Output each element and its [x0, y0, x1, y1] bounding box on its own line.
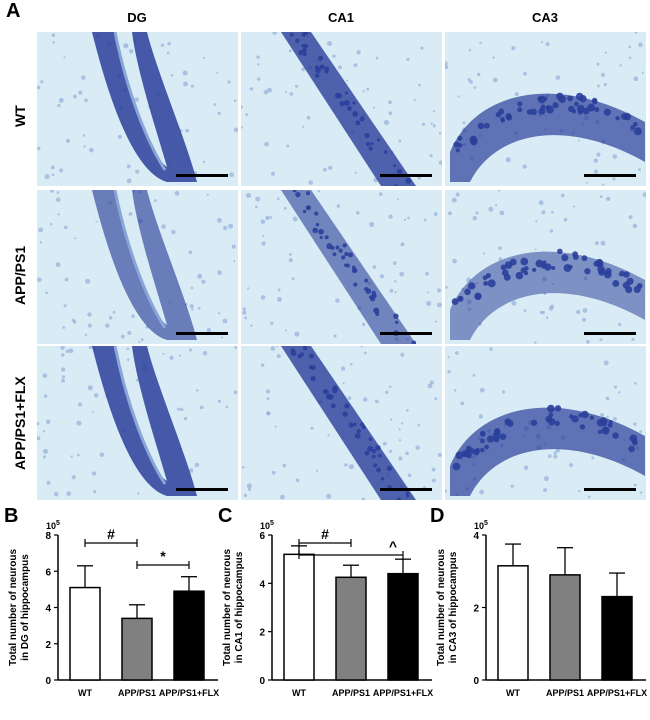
micrograph-dg-app-ps1-flx: [37, 346, 238, 500]
micrograph-image: [445, 190, 646, 344]
y-tick-label: 4: [259, 579, 265, 590]
significance-symbol: ^: [389, 538, 397, 554]
row-header-wt: WT: [12, 105, 28, 127]
scale-bar: [380, 488, 432, 491]
y-axis-label: Total number of neurousin CA1 of hippoca…: [222, 549, 245, 666]
significance-symbol: #: [107, 526, 115, 542]
x-tick-label: APP/PS1: [546, 688, 584, 698]
scale-bar: [380, 174, 432, 177]
bar-1: [549, 574, 581, 681]
scale-bar: [584, 488, 636, 491]
micrograph-image: [37, 32, 238, 186]
scale-bar: [176, 174, 228, 177]
micrograph-image: [445, 346, 646, 500]
y-axis-label: Total number of neurousin DG of hippocam…: [8, 549, 31, 666]
chart-ca3: Total number of neurousin CA3 of hippoca…: [428, 505, 647, 720]
chart-ca3-svg: Total number of neurousin CA3 of hippoca…: [436, 520, 647, 698]
panel-b-label: B: [4, 505, 19, 527]
x-tick-label: APP/PS1+FLX: [373, 688, 433, 698]
chart-ca1: Total number of neurousin CA1 of hippoca…: [214, 505, 433, 720]
scale-bar: [176, 332, 228, 335]
row-header-app-ps1: APP/PS1: [12, 245, 28, 305]
micrograph-ca3-app-ps1: [445, 190, 646, 344]
bar-0: [283, 553, 315, 681]
scale-bar: [584, 174, 636, 177]
column-header-dg: DG: [127, 10, 147, 25]
y-tick-label: 4: [473, 531, 479, 542]
y-axis-exponent: 105: [474, 520, 488, 531]
row-header-app-ps1-flx: APP/PS1+FLX: [12, 376, 28, 470]
scale-bar: [584, 332, 636, 335]
micrograph-ca3-app-ps1-flx: [445, 346, 646, 500]
micrograph-image: [445, 32, 646, 186]
x-tick-label: WT: [78, 688, 92, 698]
y-tick-label: 6: [259, 531, 265, 542]
panel-d-label: D: [430, 505, 445, 527]
bar-1: [121, 617, 153, 681]
scale-bar: [380, 332, 432, 335]
bar-2: [601, 595, 633, 681]
micrograph-image: [37, 346, 238, 500]
micrograph-ca1-app-ps1-flx: [241, 346, 442, 500]
bar-1: [335, 576, 367, 681]
x-tick-label: APP/PS1+FLX: [587, 688, 647, 698]
column-header-ca1: CA1: [327, 10, 354, 25]
y-tick-label: 0: [45, 676, 51, 687]
bar-2: [173, 590, 205, 681]
bar-0: [497, 565, 529, 681]
micrograph-ca3-wt: [445, 32, 646, 186]
micrograph-image: [241, 346, 442, 500]
x-tick-label: WT: [292, 688, 306, 698]
bar-0: [69, 586, 101, 681]
column-header-ca3: CA3: [531, 10, 558, 25]
y-axis-label: Total number of neurousin CA3 of hippoca…: [436, 549, 459, 666]
chart-dg: Total number of neurousin DG of hippocam…: [0, 505, 219, 720]
chart-ca1-svg: Total number of neurousin CA1 of hippoca…: [222, 520, 433, 698]
micrograph-dg-app-ps1: [37, 190, 238, 344]
micrograph-ca1-app-ps1: [241, 190, 442, 344]
chart-dg-svg: Total number of neurousin DG of hippocam…: [8, 520, 219, 698]
y-tick-label: 2: [473, 604, 479, 615]
x-tick-label: WT: [506, 688, 520, 698]
panel-a-label: A: [6, 0, 21, 22]
y-tick-label: 2: [45, 640, 51, 651]
y-tick-label: 6: [45, 567, 51, 578]
micrograph-image: [37, 190, 238, 344]
bar-2: [387, 572, 419, 681]
micrograph-image: [241, 190, 442, 344]
y-tick-label: 8: [45, 531, 51, 542]
scale-bar: [176, 488, 228, 491]
significance-symbol: *: [160, 548, 166, 564]
y-tick-label: 2: [259, 628, 265, 639]
y-tick-label: 0: [259, 676, 265, 687]
panel-c-label: C: [218, 505, 233, 527]
micrograph-ca1-wt: [241, 32, 442, 186]
micrograph-image: [241, 32, 442, 186]
y-tick-label: 0: [473, 676, 479, 687]
y-axis-exponent: 105: [260, 520, 274, 531]
significance-symbol: #: [321, 526, 329, 542]
micrograph-dg-wt: [37, 32, 238, 186]
y-tick-label: 4: [45, 604, 51, 615]
x-tick-label: APP/PS1+FLX: [159, 688, 219, 698]
x-tick-label: APP/PS1: [332, 688, 370, 698]
y-axis-exponent: 105: [46, 520, 60, 531]
x-tick-label: APP/PS1: [118, 688, 156, 698]
